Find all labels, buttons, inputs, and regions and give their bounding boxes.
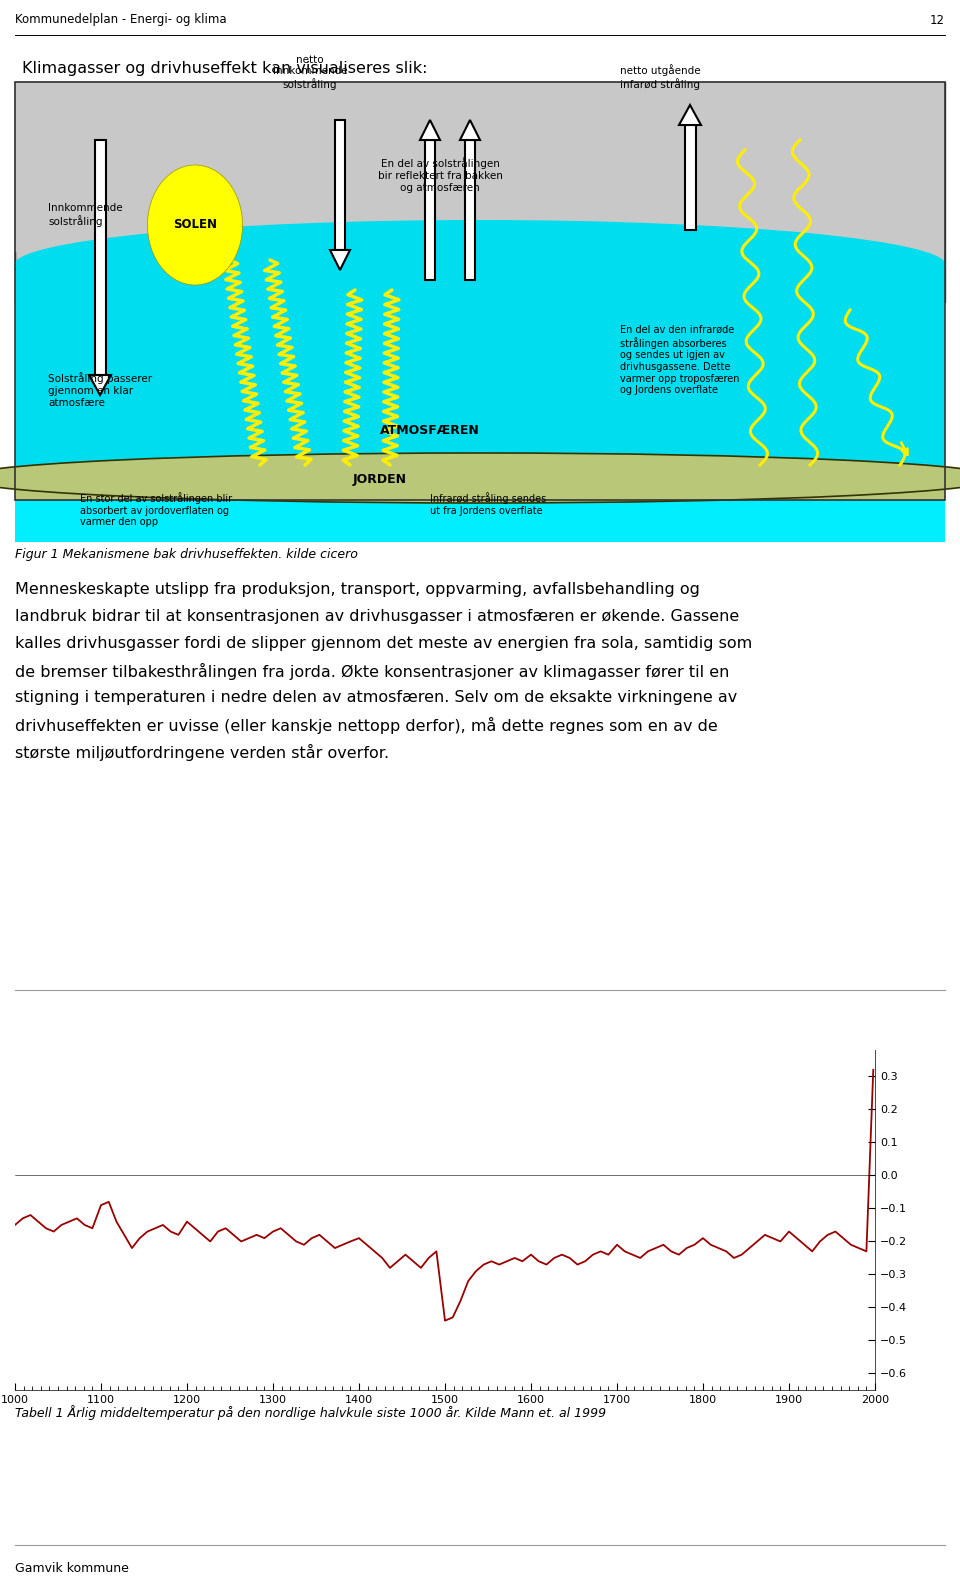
Bar: [15, 479, 945, 499]
Bar: [465, 140, 475, 280]
Text: stigning i temperaturen i nedre delen av atmosfæren. Selv om de eksakte virkning: stigning i temperaturen i nedre delen av…: [15, 690, 737, 704]
Text: Tabell 1 Årlig middeltemperatur på den nordlige halvkule siste 1000 år. Kilde Ma: Tabell 1 Årlig middeltemperatur på den n…: [15, 1406, 606, 1420]
Text: ATMOSFÆREN: ATMOSFÆREN: [380, 423, 480, 437]
Ellipse shape: [0, 453, 960, 502]
Text: drivhuseffekten er uvisse (eller kanskje nettopp derfor), må dette regnes som en: drivhuseffekten er uvisse (eller kanskje…: [15, 717, 718, 735]
Bar: [94, 140, 106, 375]
Bar: [15, 83, 945, 499]
Ellipse shape: [15, 232, 945, 312]
Bar: [425, 140, 435, 280]
Text: JORDEN: JORDEN: [353, 474, 407, 487]
Text: netto
innkommende
solstråling: netto innkommende solstråling: [273, 54, 348, 91]
Polygon shape: [330, 250, 350, 270]
Text: En stor del av solstrålingen blir
absorbert av jordoverflaten og
varmer den opp: En stor del av solstrålingen blir absorb…: [80, 491, 232, 528]
Bar: [15, 83, 945, 251]
Polygon shape: [679, 105, 701, 126]
Text: 12: 12: [930, 13, 945, 27]
Text: En del av den infrarøde
strålingen absorberes
og sendes ut igjen av
drivhusgasse: En del av den infrarøde strålingen absor…: [620, 324, 739, 396]
Bar: [15, 83, 945, 302]
Text: Klimagasser og drivhuseffekt kan visualiseres slik:: Klimagasser og drivhuseffekt kan visuali…: [22, 60, 427, 75]
Ellipse shape: [14, 219, 946, 310]
Text: netto utgående
infarød stråling: netto utgående infarød stråling: [620, 64, 700, 91]
Polygon shape: [89, 375, 111, 394]
Bar: [335, 119, 345, 250]
Text: Gamvik kommune: Gamvik kommune: [15, 1561, 129, 1576]
Polygon shape: [420, 119, 440, 140]
Text: SOLEN: SOLEN: [173, 218, 217, 232]
Text: Menneskeskapte utslipp fra produksjon, transport, oppvarming, avfallsbehandling : Menneskeskapte utslipp fra produksjon, t…: [15, 582, 700, 596]
Bar: [15, 272, 945, 542]
Text: En del av solstrålingen
bir reflektert fra bakken
og atmosfæren: En del av solstrålingen bir reflektert f…: [377, 157, 502, 192]
Text: landbruk bidrar til at konsentrasjonen av drivhusgasser i atmosfæren er økende. : landbruk bidrar til at konsentrasjonen a…: [15, 609, 739, 623]
Text: Solstråling passerer
gjennom en klar
atmosfære: Solstråling passerer gjennom en klar atm…: [48, 372, 152, 407]
Text: Innkommende
solstråling: Innkommende solstråling: [48, 204, 123, 227]
Text: største miljøutfordringene verden står overfor.: største miljøutfordringene verden står o…: [15, 744, 389, 762]
Bar: [15, 270, 945, 499]
Text: Figur 1 Mekanismene bak drivhuseffekten. kilde cicero: Figur 1 Mekanismene bak drivhuseffekten.…: [15, 549, 358, 561]
Text: kalles drivhusgasser fordi de slipper gjennom det meste av energien fra sola, sa: kalles drivhusgasser fordi de slipper gj…: [15, 636, 753, 650]
Bar: [684, 126, 695, 231]
Text: Infrarød stråling sendes
ut fra Jordens overflate: Infrarød stråling sendes ut fra Jordens …: [430, 491, 546, 515]
Polygon shape: [460, 119, 480, 140]
Ellipse shape: [148, 165, 243, 285]
Text: Kommunedelplan - Energi- og klima: Kommunedelplan - Energi- og klima: [15, 13, 227, 27]
Text: de bremser tilbakesthrålingen fra jorda. Økte konsentrasjoner av klimagasser før: de bremser tilbakesthrålingen fra jorda.…: [15, 663, 730, 681]
